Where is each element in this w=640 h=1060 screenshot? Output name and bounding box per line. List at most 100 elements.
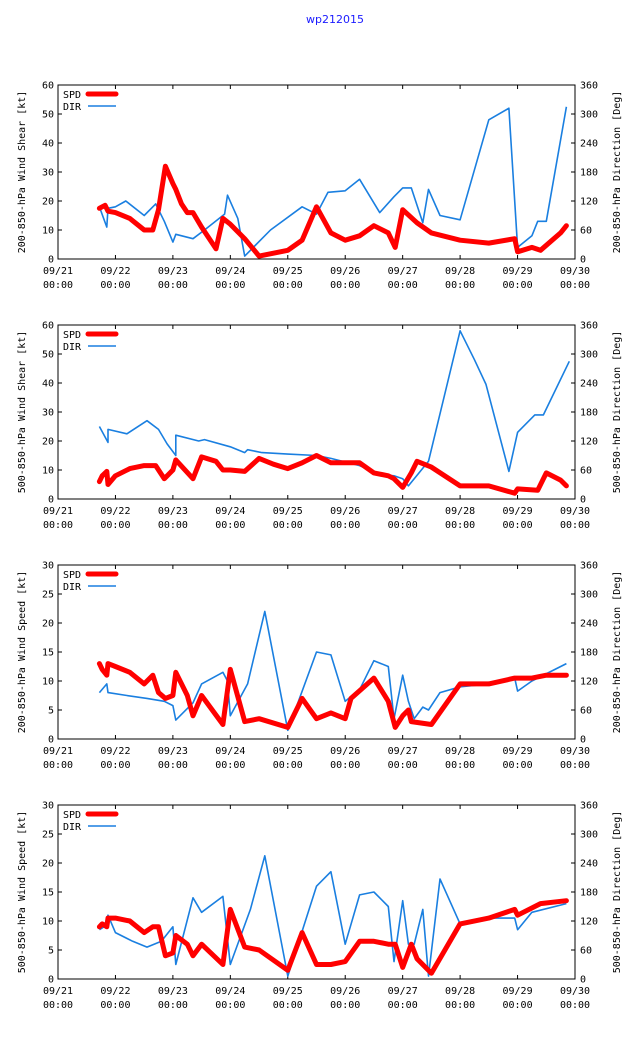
y2-axis-label: 500-850-hPa Direction [Deg] xyxy=(612,331,623,494)
x-tick-time: 00:00 xyxy=(215,760,245,771)
y2-tick-label: 240 xyxy=(580,619,598,630)
y-tick-label: 50 xyxy=(42,350,54,361)
y2-tick-label: 60 xyxy=(580,466,592,477)
x-tick-time: 00:00 xyxy=(43,760,73,771)
x-tick-date: 09/29 xyxy=(503,986,533,997)
chart-panel-4: 05101520253006012018024030036009/2100:00… xyxy=(17,801,623,1012)
y2-tick-label: 120 xyxy=(580,197,598,208)
y2-axis-label: 500-850-hPa Direction [Deg] xyxy=(612,811,623,974)
x-tick-date: 09/28 xyxy=(445,506,475,517)
x-tick-date: 09/27 xyxy=(388,746,418,757)
x-tick-date: 09/27 xyxy=(388,506,418,517)
x-tick-date: 09/29 xyxy=(503,746,533,757)
x-tick-time: 00:00 xyxy=(560,520,590,531)
dir-series-line xyxy=(98,854,567,977)
y-tick-label: 25 xyxy=(42,830,54,841)
x-tick-time: 00:00 xyxy=(43,1000,73,1011)
y2-tick-label: 360 xyxy=(580,561,598,572)
spd-series-line xyxy=(96,163,569,259)
x-tick-time: 00:00 xyxy=(273,1000,303,1011)
y-tick-label: 20 xyxy=(42,197,54,208)
x-tick-date: 09/27 xyxy=(388,266,418,277)
x-tick-time: 00:00 xyxy=(560,760,590,771)
x-tick-date: 09/26 xyxy=(330,506,360,517)
y-tick-label: 40 xyxy=(42,379,54,390)
x-tick-date: 09/21 xyxy=(43,986,73,997)
chart-panel-3: 05101520253006012018024030036009/2100:00… xyxy=(17,561,623,772)
x-tick-date: 09/27 xyxy=(388,986,418,997)
x-tick-time: 00:00 xyxy=(330,1000,360,1011)
y-tick-label: 20 xyxy=(42,859,54,870)
x-tick-time: 00:00 xyxy=(43,280,73,291)
y2-tick-label: 120 xyxy=(580,677,598,688)
x-tick-time: 00:00 xyxy=(273,520,303,531)
x-tick-time: 00:00 xyxy=(388,1000,418,1011)
y2-tick-label: 180 xyxy=(580,888,598,899)
y2-tick-label: 240 xyxy=(580,379,598,390)
x-tick-date: 09/28 xyxy=(445,986,475,997)
y-tick-label: 0 xyxy=(48,735,54,746)
y2-tick-label: 0 xyxy=(580,495,586,506)
y-tick-label: 10 xyxy=(42,226,54,237)
x-tick-date: 09/25 xyxy=(273,266,303,277)
x-tick-time: 00:00 xyxy=(100,280,130,291)
x-tick-date: 09/22 xyxy=(100,986,130,997)
x-tick-time: 00:00 xyxy=(100,1000,130,1011)
y2-tick-label: 60 xyxy=(580,946,592,957)
legend-label-dir: DIR xyxy=(63,822,82,833)
x-tick-time: 00:00 xyxy=(560,280,590,291)
x-tick-time: 00:00 xyxy=(215,280,245,291)
y-tick-label: 50 xyxy=(42,110,54,121)
legend-label-spd: SPD xyxy=(63,810,81,821)
y2-tick-label: 180 xyxy=(580,168,598,179)
x-tick-date: 09/30 xyxy=(560,506,590,517)
x-tick-time: 00:00 xyxy=(445,520,475,531)
y2-tick-label: 300 xyxy=(580,830,598,841)
y2-axis-label: 200-850-hPa Direction [Deg] xyxy=(612,571,623,734)
y2-tick-label: 180 xyxy=(580,408,598,419)
x-tick-time: 00:00 xyxy=(445,280,475,291)
spd-series-line xyxy=(96,453,569,496)
x-tick-time: 00:00 xyxy=(503,1000,533,1011)
x-tick-date: 09/30 xyxy=(560,266,590,277)
x-tick-date: 09/24 xyxy=(215,506,245,517)
x-tick-date: 09/30 xyxy=(560,746,590,757)
y-tick-label: 5 xyxy=(48,706,54,717)
spd-series-line xyxy=(96,661,569,730)
x-tick-date: 09/26 xyxy=(330,266,360,277)
x-tick-date: 09/29 xyxy=(503,266,533,277)
x-tick-date: 09/21 xyxy=(43,746,73,757)
x-tick-date: 09/22 xyxy=(100,506,130,517)
y2-tick-label: 120 xyxy=(580,917,598,928)
y-tick-label: 40 xyxy=(42,139,54,150)
y-tick-label: 10 xyxy=(42,677,54,688)
dir-series-line xyxy=(98,329,571,487)
y2-tick-label: 300 xyxy=(580,350,598,361)
spd-series-line xyxy=(96,898,569,976)
x-tick-date: 09/24 xyxy=(215,986,245,997)
y2-tick-label: 360 xyxy=(580,801,598,812)
y-tick-label: 0 xyxy=(48,495,54,506)
y-tick-label: 30 xyxy=(42,168,54,179)
y2-tick-label: 0 xyxy=(580,975,586,986)
y-tick-label: 30 xyxy=(42,561,54,572)
x-tick-date: 09/24 xyxy=(215,746,245,757)
x-tick-time: 00:00 xyxy=(158,280,188,291)
legend-label-dir: DIR xyxy=(63,582,82,593)
legend-label-spd: SPD xyxy=(63,330,81,341)
y2-tick-label: 0 xyxy=(580,255,586,266)
x-tick-date: 09/26 xyxy=(330,746,360,757)
x-tick-time: 00:00 xyxy=(388,520,418,531)
y-tick-label: 15 xyxy=(42,888,54,899)
x-tick-date: 09/23 xyxy=(158,506,188,517)
x-tick-time: 00:00 xyxy=(503,760,533,771)
y2-tick-label: 240 xyxy=(580,139,598,150)
legend-label-dir: DIR xyxy=(63,102,82,113)
x-tick-time: 00:00 xyxy=(273,760,303,771)
x-tick-date: 09/25 xyxy=(273,986,303,997)
x-tick-time: 00:00 xyxy=(273,280,303,291)
